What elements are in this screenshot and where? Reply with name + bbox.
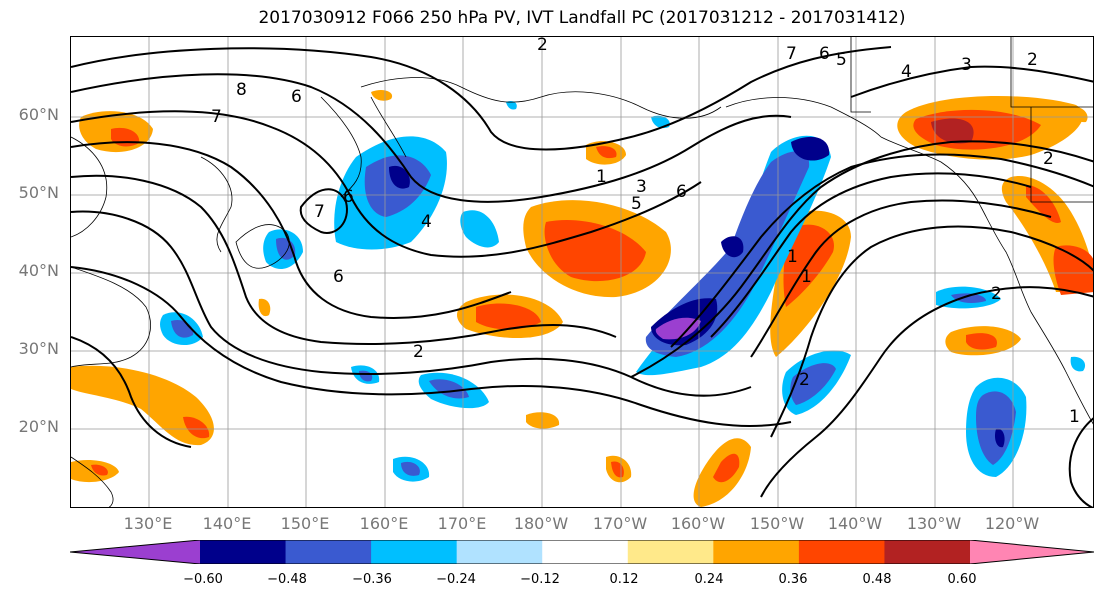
contour-label: 7 <box>211 107 222 127</box>
colorbar-segment <box>713 540 800 564</box>
colorbar-segment <box>798 540 885 564</box>
colorbar-segment <box>371 540 458 564</box>
colorbar-segment <box>542 540 629 564</box>
contour-label: 2 <box>1027 50 1038 70</box>
contour-label: 5 <box>836 50 847 70</box>
contour-label: 2 <box>991 284 1002 304</box>
colorbar-tick-label: 0.12 <box>609 572 639 587</box>
colorbar <box>70 540 1094 564</box>
contour-label: 5 <box>631 194 642 214</box>
contour-label: 6 <box>343 187 354 207</box>
contour-label: 3 <box>636 177 647 197</box>
lon-label: 150°E <box>280 514 330 533</box>
contour-labels: 2 7 6 5 4 3 2 8 7 6 6 1 3 6 5 7 6 4 2 2 … <box>211 37 1080 427</box>
colorbar-tick-label: 0.60 <box>947 572 977 587</box>
colorbar-segment <box>456 540 543 564</box>
lon-label: 140°W <box>827 514 883 533</box>
lon-label: 120°W <box>984 514 1040 533</box>
contour-label: 2 <box>537 37 548 55</box>
lon-label: 130°E <box>123 514 173 533</box>
colorbar-segment <box>884 540 971 564</box>
lon-label: 170°E <box>437 514 487 533</box>
contour-label: 4 <box>421 212 432 232</box>
lat-label: 20°N <box>18 417 59 436</box>
colorbar-segment <box>285 540 372 564</box>
contour-label: 8 <box>236 80 247 100</box>
lon-label: 180°W <box>513 514 569 533</box>
colorbar-tick-label: 0.24 <box>694 572 724 587</box>
lon-label: 140°E <box>202 514 252 533</box>
colorbar-tick-label: 0.48 <box>862 572 892 587</box>
contour-label: 7 <box>314 202 325 222</box>
colorbar-tick-label: 0.36 <box>778 572 808 587</box>
contour-label: 6 <box>819 44 830 64</box>
negative-anomaly-regions <box>160 100 1086 482</box>
lon-label: 160°E <box>359 514 409 533</box>
contour-label: 1 <box>1069 407 1080 427</box>
colorbar-segments <box>70 540 1094 564</box>
contour-label: 7 <box>786 44 797 64</box>
colorbar-segment <box>970 540 1094 564</box>
contour-label: 1 <box>596 167 607 187</box>
colorbar-segment <box>627 540 714 564</box>
contour-label: 6 <box>291 87 302 107</box>
colorbar-tick-label: −0.24 <box>436 572 476 587</box>
coastlines <box>71 37 1093 507</box>
contour-label: 2 <box>413 342 424 362</box>
contour-label: 3 <box>961 55 972 75</box>
colorbar-segment <box>70 540 200 564</box>
lat-label: 40°N <box>18 261 59 280</box>
map-title: 2017030912 F066 250 hPa PV, IVT Landfall… <box>258 8 906 28</box>
map-canvas: 2 7 6 5 4 3 2 8 7 6 6 1 3 6 5 7 6 4 2 2 … <box>71 37 1093 507</box>
contour-label: 1 <box>801 267 812 287</box>
contour-label: 2 <box>799 370 810 390</box>
pv-contours <box>71 46 1093 507</box>
contour-label: 2 <box>1043 149 1054 169</box>
lon-label: 170°W <box>592 514 648 533</box>
colorbar-segment <box>200 540 287 564</box>
lat-label: 30°N <box>18 339 59 358</box>
contour-label: 1 <box>787 247 798 267</box>
lat-label: 50°N <box>18 183 59 202</box>
contour-label: 6 <box>333 267 344 287</box>
lon-label: 130°W <box>906 514 962 533</box>
lat-label: 60°N <box>18 105 59 124</box>
contour-label: 4 <box>901 62 912 82</box>
lon-label: 160°W <box>670 514 726 533</box>
contour-label: 6 <box>676 182 687 202</box>
lon-label: 150°W <box>749 514 805 533</box>
colorbar-tick-label: −0.48 <box>267 572 307 587</box>
colorbar-tick-label: −0.36 <box>352 572 392 587</box>
map-panel: 2 7 6 5 4 3 2 8 7 6 6 1 3 6 5 7 6 4 2 2 … <box>70 36 1094 508</box>
colorbar-tick-label: −0.12 <box>520 572 560 587</box>
colorbar-tick-label: −0.60 <box>183 572 223 587</box>
